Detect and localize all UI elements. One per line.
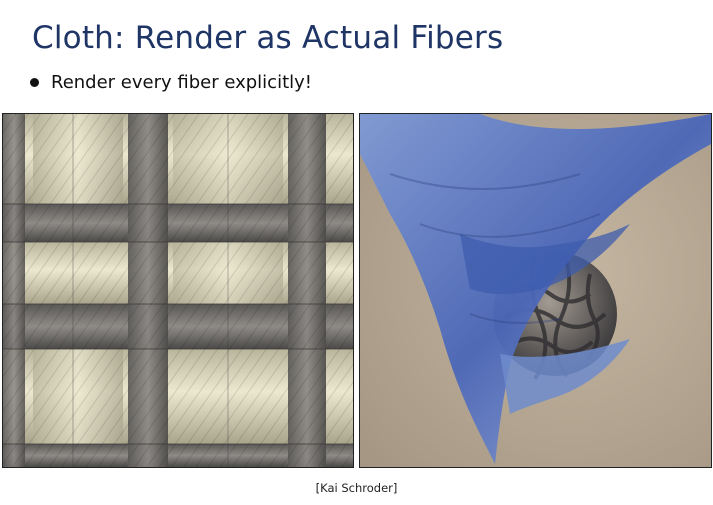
- draped-cloth-illustration: [360, 114, 711, 467]
- slide-title: Cloth: Render as Actual Fibers: [32, 20, 504, 56]
- image-credit-caption: [Kai Schroder]: [315, 481, 398, 495]
- bullet-dot-icon: [30, 78, 39, 87]
- woven-fabric-illustration: [3, 114, 353, 467]
- woven-fabric-image: [2, 113, 354, 468]
- bullet-item: Render every fiber explicitly!: [30, 72, 312, 93]
- draped-cloth-image: [359, 113, 712, 468]
- bullet-text: Render every fiber explicitly!: [51, 72, 312, 93]
